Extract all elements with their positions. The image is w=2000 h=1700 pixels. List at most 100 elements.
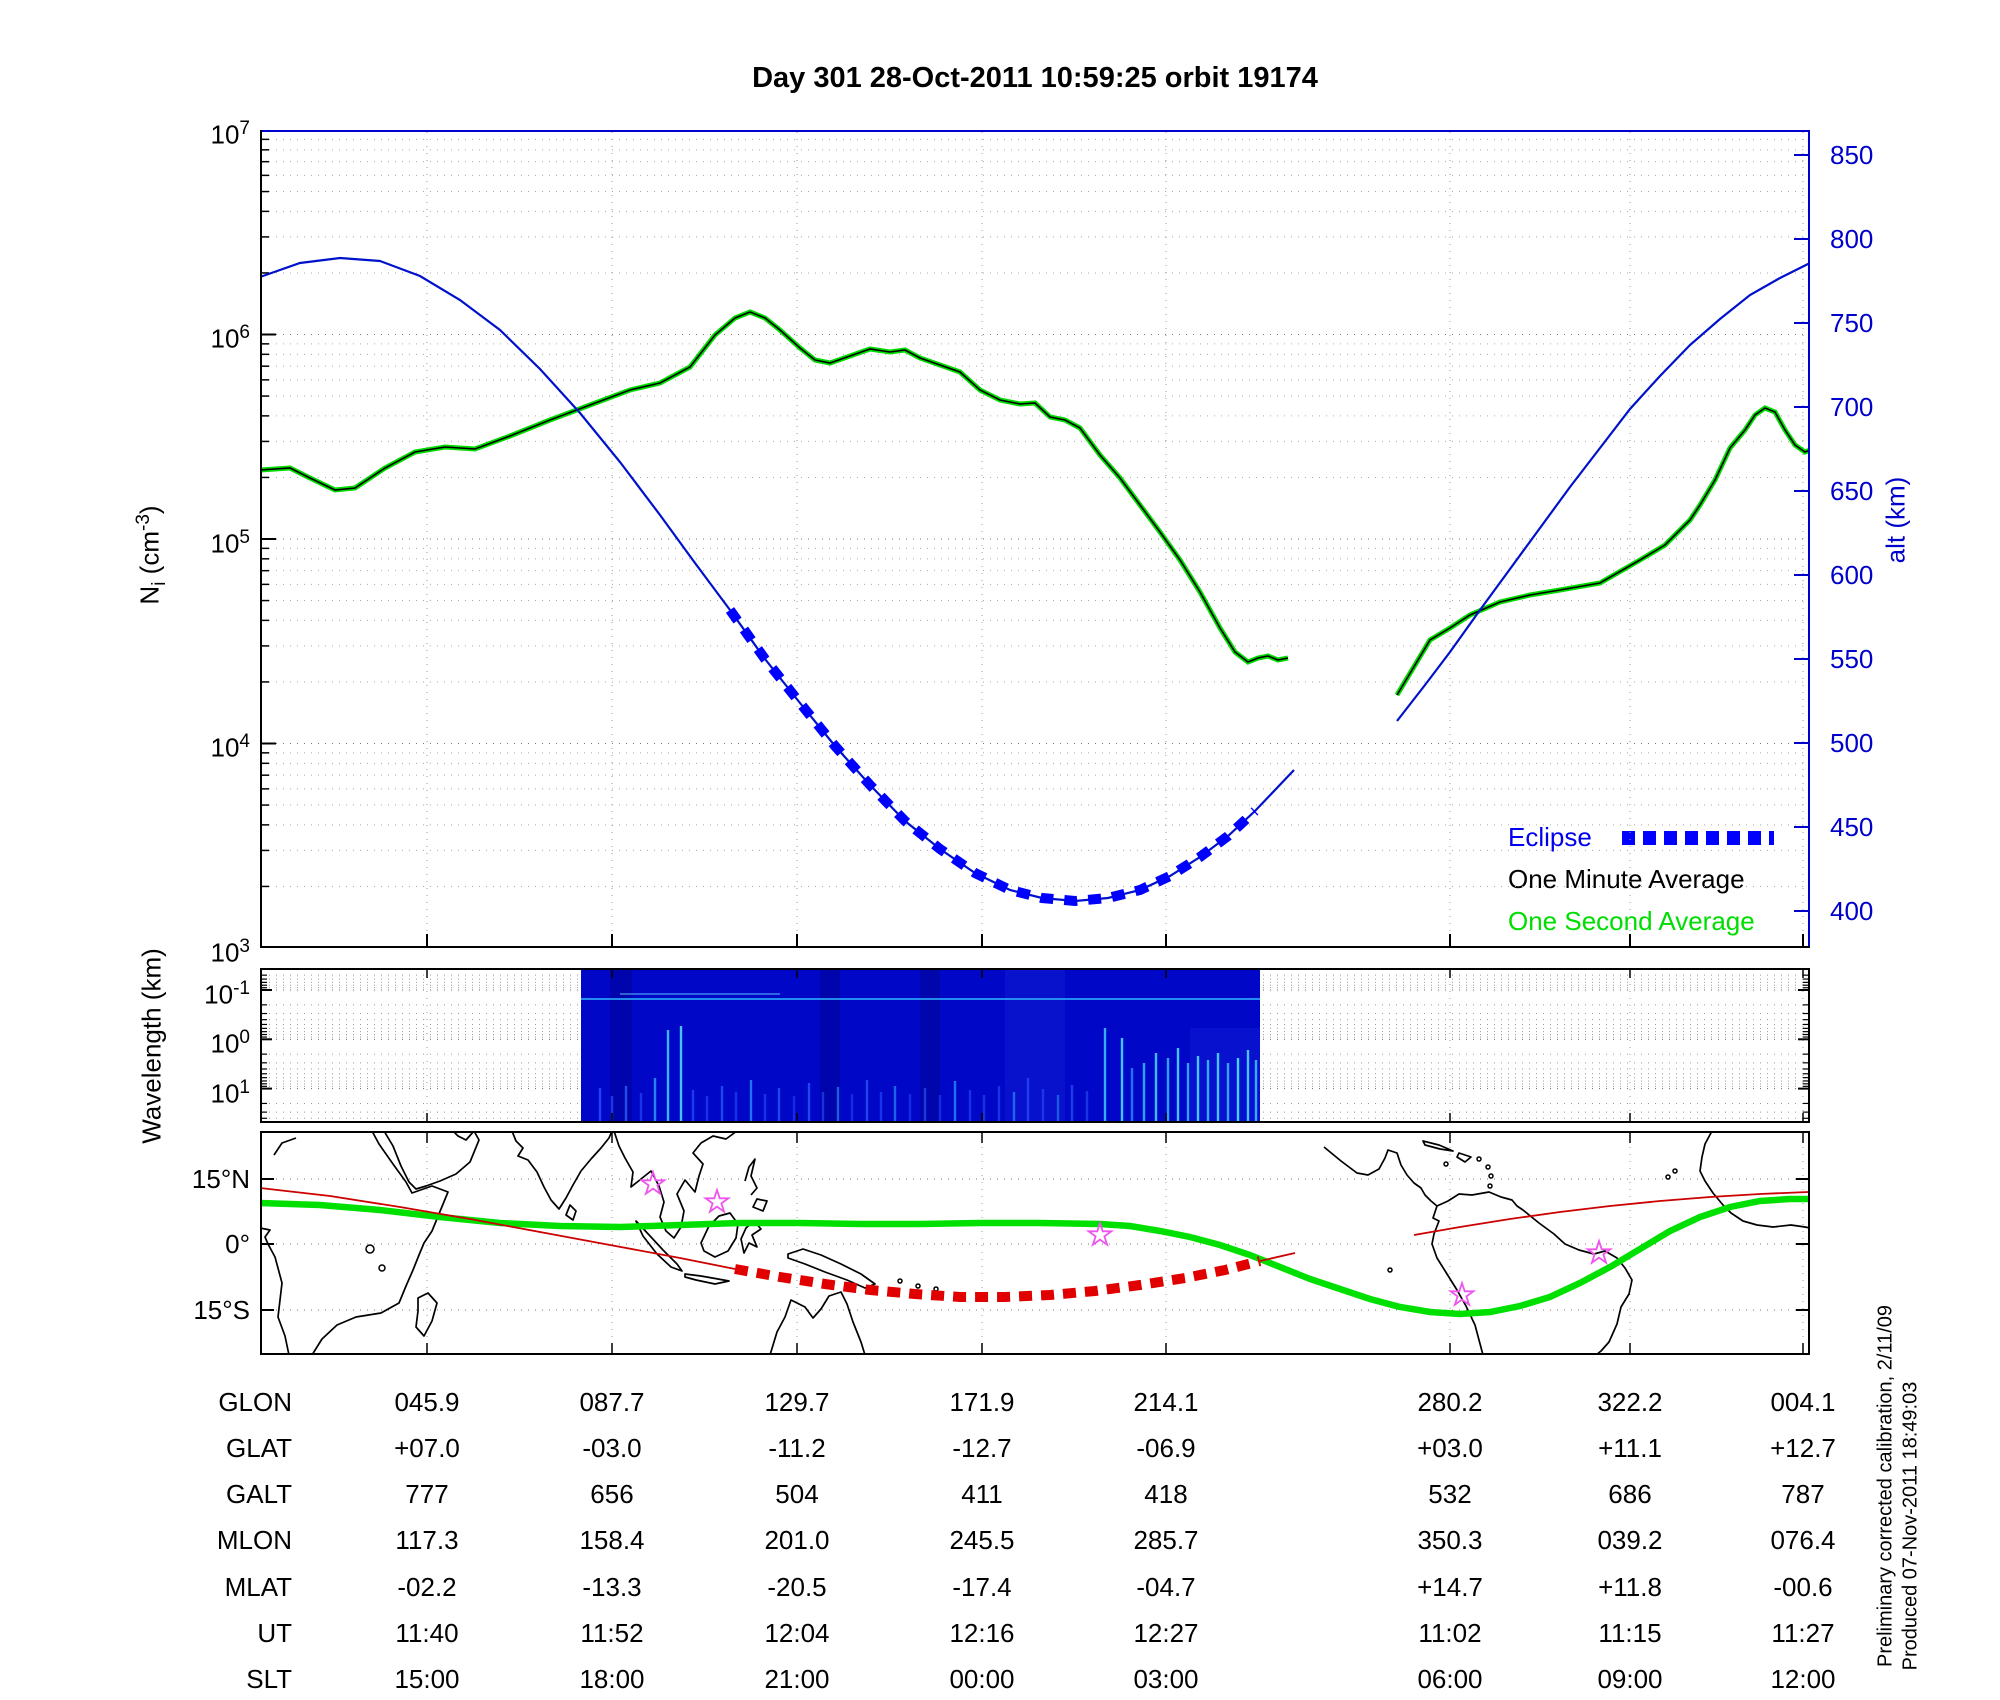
island bbox=[897, 1278, 903, 1284]
table-cell: -03.0 bbox=[582, 1433, 642, 1463]
coastline bbox=[383, 1131, 480, 1190]
table-cell: -13.3 bbox=[582, 1572, 642, 1602]
island bbox=[1485, 1164, 1491, 1170]
table-cell: +03.0 bbox=[1417, 1433, 1483, 1463]
table-row-label-glon: GLON bbox=[218, 1387, 292, 1417]
table-cell: 129.7 bbox=[764, 1387, 830, 1417]
coastline bbox=[769, 1291, 866, 1355]
table-cell: -06.9 bbox=[1136, 1433, 1196, 1463]
table-cell: +11.8 bbox=[1598, 1572, 1662, 1602]
coastline bbox=[613, 1131, 738, 1239]
coastline bbox=[1422, 1140, 1454, 1152]
panel-border bbox=[260, 968, 1810, 1123]
table-cell: 171.9 bbox=[949, 1387, 1015, 1417]
coastline bbox=[1456, 1152, 1472, 1163]
density-ytick-label: 106 bbox=[210, 322, 251, 354]
table-cell: -00.6 bbox=[1773, 1572, 1833, 1602]
table-cell: 004.1 bbox=[1770, 1387, 1836, 1417]
wavelength-ytick-label: 10-1 bbox=[204, 978, 250, 1010]
table-row-label-mlon: MLON bbox=[216, 1525, 292, 1555]
table-row-label-slt: SLT bbox=[246, 1664, 292, 1694]
table-cell: 15:00 bbox=[394, 1664, 460, 1694]
island bbox=[1387, 1267, 1393, 1273]
legend-one-second-average: One Second Average bbox=[1508, 906, 1755, 936]
table-cell: 11:27 bbox=[1771, 1618, 1835, 1648]
legend-eclipse: Eclipse bbox=[1508, 822, 1592, 852]
one-minute-average-curve bbox=[1396, 407, 1810, 696]
table-cell: 532 bbox=[1428, 1479, 1472, 1509]
table-cell: 787 bbox=[1781, 1479, 1825, 1509]
table-cell: 21:00 bbox=[764, 1664, 830, 1694]
eclipse-dash-sample bbox=[1622, 831, 1774, 845]
island bbox=[365, 1244, 375, 1254]
wavelength-ytick-label: 101 bbox=[210, 1077, 251, 1109]
altitude-curve bbox=[1396, 262, 1810, 722]
coastline bbox=[752, 1198, 768, 1212]
table-cell: 11:02 bbox=[1418, 1618, 1482, 1648]
table-cell: -11.2 bbox=[768, 1433, 826, 1463]
legend-one-minute-average: One Minute Average bbox=[1508, 864, 1745, 894]
table-cell: 350.3 bbox=[1417, 1525, 1483, 1555]
island bbox=[1443, 1161, 1449, 1167]
magnetic-equator-line bbox=[260, 1195, 1810, 1318]
altitude-ytick-label: 750 bbox=[1830, 308, 1874, 338]
altitude-ytick-label: 800 bbox=[1830, 224, 1874, 254]
table-cell: +11.1 bbox=[1598, 1433, 1662, 1463]
coastline bbox=[273, 1137, 297, 1156]
coastline bbox=[635, 1220, 683, 1272]
table-cell: 00:00 bbox=[949, 1664, 1015, 1694]
island bbox=[1672, 1168, 1678, 1174]
ground-track bbox=[1413, 1191, 1809, 1236]
station-star-marker bbox=[1085, 1220, 1115, 1248]
table-cell: 12:27 bbox=[1133, 1618, 1199, 1648]
table-cell: 06:00 bbox=[1417, 1664, 1483, 1694]
table-cell: 11:40 bbox=[395, 1618, 459, 1648]
page-title: Day 301 28-Oct-2011 10:59:25 orbit 19174 bbox=[752, 62, 1318, 94]
coastline bbox=[415, 1292, 438, 1337]
table-cell: 117.3 bbox=[395, 1525, 459, 1555]
ground-track bbox=[1259, 1252, 1296, 1262]
footer-calibration-note: Preliminary corrected calibration, 2/11/… bbox=[1874, 1304, 1897, 1668]
coastline bbox=[511, 1131, 613, 1210]
altitude-curve bbox=[260, 256, 1295, 903]
spectrogram-patch bbox=[920, 970, 940, 1121]
density-ytick-label: 104 bbox=[210, 731, 251, 763]
table-cell: +12.7 bbox=[1770, 1433, 1836, 1463]
table-cell: +14.7 bbox=[1417, 1572, 1483, 1602]
ground-track-map bbox=[260, 1131, 1810, 1355]
altitude-ytick-label: 600 bbox=[1830, 560, 1874, 590]
table-cell: -20.5 bbox=[767, 1572, 827, 1602]
table-cell: 245.5 bbox=[949, 1525, 1015, 1555]
table-cell: 12:04 bbox=[764, 1618, 830, 1648]
table-cell: 686 bbox=[1608, 1479, 1652, 1509]
table-cell: 11:15 bbox=[1598, 1618, 1662, 1648]
coastline bbox=[311, 1131, 449, 1355]
table-cell: 03:00 bbox=[1133, 1664, 1199, 1694]
altitude-ytick-label: 650 bbox=[1830, 476, 1874, 506]
coastline bbox=[260, 1227, 290, 1355]
table-cell: 158.4 bbox=[579, 1525, 645, 1555]
station-star-marker bbox=[702, 1187, 732, 1215]
table-cell: 777 bbox=[405, 1479, 449, 1509]
coastline bbox=[744, 1158, 758, 1196]
island bbox=[1487, 1183, 1493, 1189]
altitude-ytick-label: 450 bbox=[1830, 812, 1874, 842]
table-cell: 280.2 bbox=[1417, 1387, 1483, 1417]
table-cell: 045.9 bbox=[394, 1387, 460, 1417]
table-cell: 12:00 bbox=[1770, 1664, 1836, 1694]
altitude-ytick-label: 850 bbox=[1830, 140, 1874, 170]
station-star-marker bbox=[1447, 1280, 1477, 1308]
table-cell: 201.0 bbox=[764, 1525, 830, 1555]
altitude-ytick-label: 550 bbox=[1830, 644, 1874, 674]
table-cell: 322.2 bbox=[1597, 1387, 1663, 1417]
table-row-label-mlat: MLAT bbox=[224, 1572, 292, 1602]
table-cell: 039.2 bbox=[1597, 1525, 1663, 1555]
altitude-ytick-label: 400 bbox=[1830, 896, 1874, 926]
table-cell: 076.4 bbox=[1770, 1525, 1836, 1555]
table-cell: 214.1 bbox=[1133, 1387, 1199, 1417]
coastline bbox=[1436, 1191, 1633, 1355]
wavelength-ytick-label: 100 bbox=[210, 1027, 251, 1059]
station-star-marker bbox=[638, 1169, 668, 1197]
station-star-marker bbox=[1584, 1238, 1614, 1266]
